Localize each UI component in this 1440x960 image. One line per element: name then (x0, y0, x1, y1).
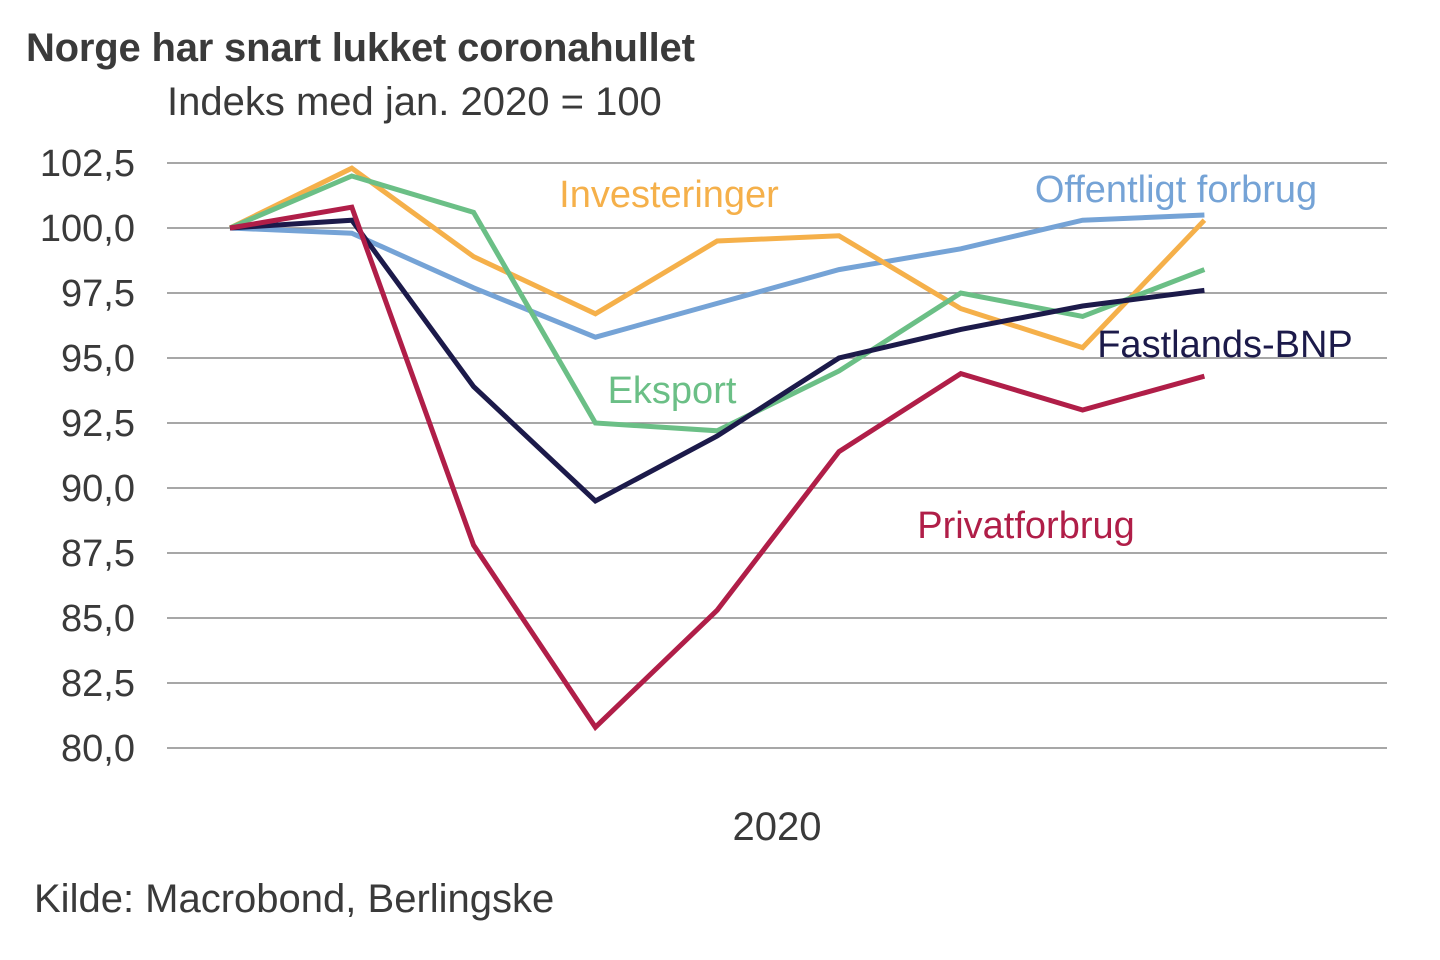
series-line-offentligt-forbrug (229, 212, 1205, 340)
y-tick-label: 92,5 (61, 403, 135, 445)
y-tick-label: 90,0 (61, 468, 135, 510)
x-axis-tick-label: 2020 (733, 805, 822, 849)
series-label-offentligt-forbrug: Offentligt forbrug (1035, 169, 1317, 211)
series-line-fastlands-bnp (229, 217, 1205, 505)
source-note: Kilde: Macrobond, Berlingske (34, 877, 555, 921)
series-label-fastlands-bnp: Fastlands-BNP (1097, 324, 1353, 366)
series-line-privatforbrug (229, 204, 1206, 732)
y-tick-label: 87,5 (61, 533, 135, 575)
y-tick-label: 85,0 (61, 598, 135, 640)
gridlines (167, 162, 1387, 749)
y-tick-label: 97,5 (61, 273, 135, 315)
series-label-investeringer: Investeringer (559, 174, 779, 216)
chart-title: Norge har snart lukket coronahullet (26, 26, 695, 70)
y-tick-label: 100,0 (40, 208, 135, 250)
series-lines (228, 165, 1207, 732)
series-line-eksport (229, 173, 1206, 434)
y-tick-label: 95,0 (61, 338, 135, 380)
y-axis-tick-labels: 80,0 82,5 85,0 87,5 90,0 92,5 95,0 97,5 100,0 102… (40, 143, 135, 770)
series-label-privatforbrug: Privatforbrug (917, 505, 1135, 547)
series-labels: Offentligt forbrug Investeringer Eksport Fa… (559, 169, 1353, 547)
y-tick-label: 82,5 (61, 663, 135, 705)
series-label-eksport: Eksport (608, 370, 737, 412)
chart-subtitle: Indeks med jan. 2020 = 100 (167, 80, 662, 124)
y-tick-label: 80,0 (61, 728, 135, 770)
series-line-investeringer (228, 165, 1207, 351)
y-tick-label: 102,5 (40, 143, 135, 185)
